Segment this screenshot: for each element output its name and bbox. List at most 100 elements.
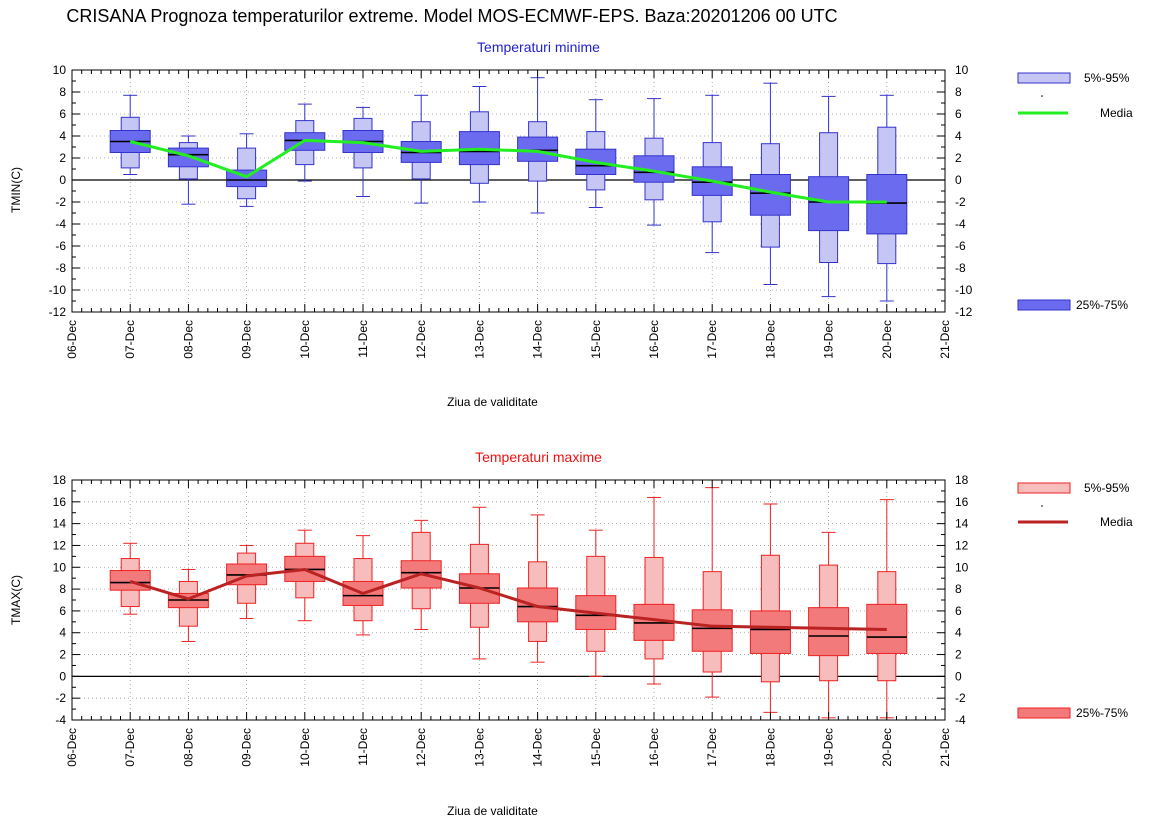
box-12 [808,531,850,719]
y-tick-label-left: 12 [53,538,67,552]
main-title: CRISANA Prognoza temperaturilor extreme.… [66,6,837,26]
y-tick-label-left: 16 [53,495,67,509]
x-tick-label: 09-Dec [240,728,254,767]
x-tick-label: 20-Dec [880,728,894,767]
y-tick-label-right: 4 [955,129,962,143]
panel-title: Temperaturi maxime [475,449,602,465]
box-0 [109,542,151,615]
box-p25-p75 [109,570,151,591]
y-tick-label-left: 8 [59,582,66,596]
y-tick-label-right: -6 [955,239,966,253]
y-tick-label-left: 10 [53,560,67,574]
x-tick-label: 06-Dec [65,728,79,767]
x-tick-label: 08-Dec [181,728,195,767]
box-6 [458,506,500,660]
box-13 [866,94,908,302]
x-tick-label: 15-Dec [589,320,603,359]
y-tick-label-left: 18 [53,473,67,487]
y-tick-label-left: -8 [55,261,66,275]
box-5 [400,519,442,630]
y-tick-label-left: 4 [59,626,66,640]
legend: 5%-95% Media 25%-75% [1017,481,1133,720]
x-tick-label: 13-Dec [472,320,486,359]
x-tick-label: 19-Dec [822,320,836,359]
box-p25-p75 [749,610,791,654]
y-tick-label-right: 12 [955,538,969,552]
y-tick-label-right: 0 [955,669,962,683]
y-tick-label-right: 2 [955,648,962,662]
y-tick-label-left: -12 [49,305,67,319]
x-tick-label: 14-Dec [531,320,545,359]
box-13 [866,499,908,719]
x-tick-label: 12-Dec [414,320,428,359]
box-p25-p75 [808,176,850,232]
x-tick-label: 11-Dec [356,320,370,358]
tmax-panel: Temperaturi maxime -4 -4 -2 -2 0 0 2 2 4 4 6 6 8 8 10 10… [9,449,1133,818]
y-tick-label-right: 10 [955,63,969,77]
legend-dot [1041,505,1043,507]
y-tick-label-right: 4 [955,626,962,640]
y-tick-label-left: -2 [55,195,66,209]
x-axis-label: Ziua de validitate [447,804,538,818]
y-tick-label-left: -2 [55,691,66,705]
box-9 [633,98,675,226]
y-tick-label-left: 0 [59,669,66,683]
box-7 [517,77,559,214]
x-tick-label: 18-Dec [763,320,777,359]
box-p25-p75 [866,174,908,235]
x-tick-label: 21-Dec [938,320,952,359]
x-tick-label: 19-Dec [822,728,836,767]
y-tick-label-right: -4 [955,217,966,231]
box-10 [691,94,733,254]
y-tick-label-right: -8 [955,261,966,275]
x-tick-label: 17-Dec [705,728,719,767]
y-tick-label-right: 14 [955,517,969,531]
tmin-panel: Temperaturi minime -12 -12 -10 -10 -8 -8 -6 -6 -4… [9,39,1133,409]
legend-dot [1041,95,1043,97]
box-p25-p75 [400,560,442,589]
x-tick-label: 17-Dec [705,320,719,359]
panel-title: Temperaturi minime [477,39,600,55]
y-tick-label-right: 8 [955,582,962,596]
legend-label-mean: Media [1100,106,1133,120]
mean-line [129,138,887,204]
y-tick-label-right: 2 [955,151,962,165]
y-tick-label-right: 18 [955,473,969,487]
legend-label-p5-p95: 5%-95% [1084,481,1130,495]
legend-label-mean: Media [1100,515,1133,529]
x-tick-label: 13-Dec [472,728,486,767]
legend-swatch-p5-p95 [1017,482,1071,494]
legend-swatch-p25-p75 [1017,299,1071,311]
x-tick-label: 10-Dec [298,320,312,359]
y-tick-label-left: -4 [55,217,66,231]
box-p25-p75 [517,587,559,623]
x-tick-label: 08-Dec [181,320,195,359]
box-4 [342,106,384,197]
legend-label-p5-p95: 5%-95% [1084,71,1130,85]
y-tick-label-left: 6 [59,107,66,121]
x-tick-label: 10-Dec [298,728,312,767]
box-8 [575,529,617,677]
x-tick-label: 14-Dec [531,728,545,767]
y-tick-label-left: 8 [59,85,66,99]
y-axis-label: TMIN(C) [9,167,23,213]
y-tick-label-right: -10 [955,283,973,297]
y-tick-label-left: 0 [59,173,66,187]
box-4 [342,535,384,636]
box-9 [633,496,675,685]
y-tick-label-left: -10 [49,283,67,297]
box-8 [575,99,617,208]
x-tick-label: 06-Dec [65,320,79,359]
x-tick-label: 21-Dec [938,728,952,767]
y-tick-label-right: -4 [955,713,966,727]
y-tick-label-left: 10 [53,63,67,77]
y-tick-label-left: -4 [55,713,66,727]
y-tick-label-right: 8 [955,85,962,99]
x-tick-label: 20-Dec [880,320,894,359]
y-tick-label-left: 2 [59,648,66,662]
y-tick-label-left: 14 [53,517,67,531]
box-10 [691,487,733,698]
mean-line [129,567,887,631]
y-tick-label-right: 10 [955,560,969,574]
